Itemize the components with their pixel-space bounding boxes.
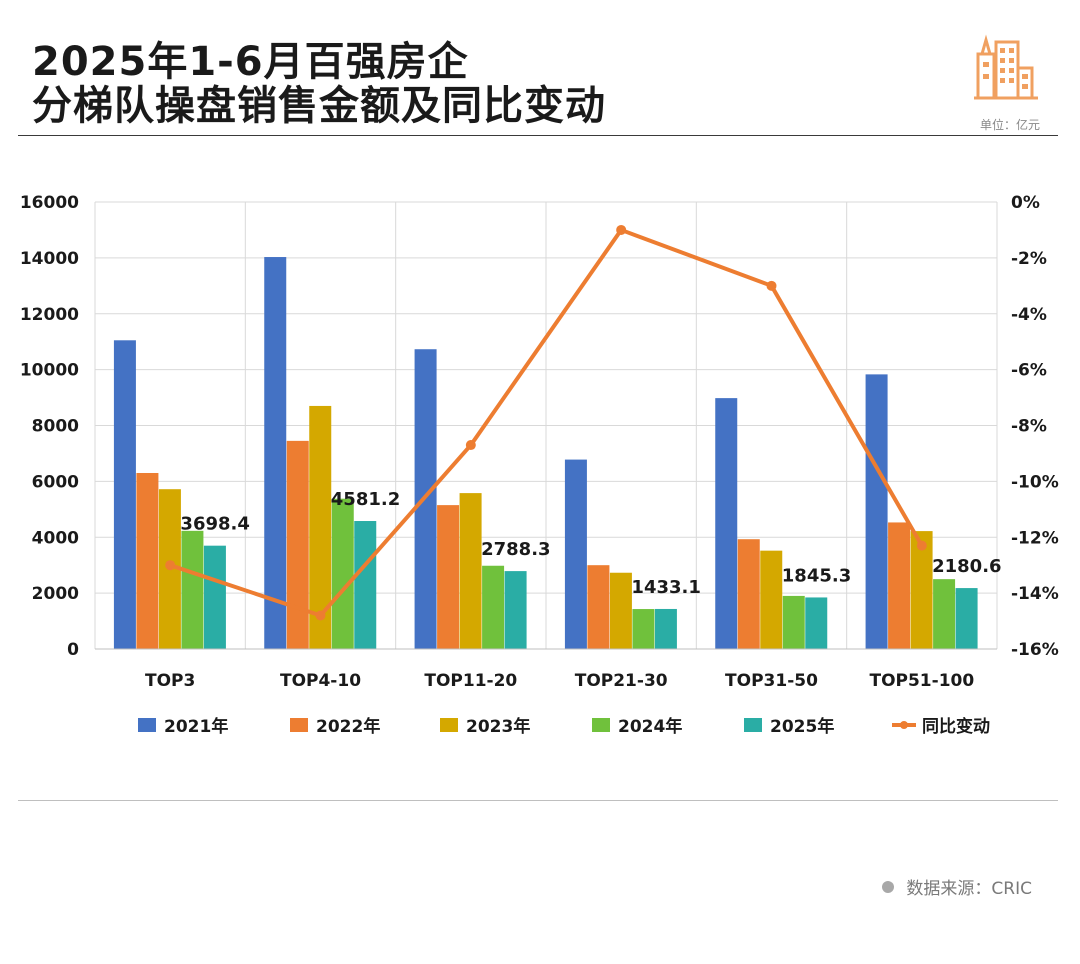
- y-left-tick-label: 6000: [32, 472, 79, 492]
- yoy-point: [916, 540, 927, 551]
- title-block: 2025年1-6月百强房企 分梯队操盘销售金额及同比变动: [32, 40, 606, 128]
- x-tick-label: TOP51-100: [869, 671, 974, 691]
- legend-label: 2022年: [316, 716, 380, 737]
- bar: [264, 257, 287, 649]
- footer-divider: [18, 800, 1058, 801]
- bar: [865, 374, 888, 649]
- yoy-line-path: [169, 227, 924, 618]
- legend-line-marker: [900, 721, 908, 729]
- data-label: 2180.6: [932, 556, 1001, 577]
- legend-swatch: [592, 718, 610, 732]
- y-right-tick-label: 0%: [1011, 193, 1040, 213]
- legend-label: 同比变动: [922, 716, 990, 737]
- bar: [782, 595, 805, 649]
- y-right-tick-label: -16%: [1011, 640, 1059, 660]
- bar: [715, 398, 738, 649]
- bar: [113, 340, 136, 649]
- bar: [933, 579, 956, 649]
- bullet-dot-icon: [882, 880, 895, 893]
- legend-swatch: [290, 718, 308, 732]
- grid-lines: [94, 201, 998, 650]
- y-left-tick-label: 2000: [32, 584, 79, 604]
- x-tick-label: TOP31-50: [725, 671, 818, 691]
- y-left-tick-label: 0: [67, 640, 79, 660]
- y-left-tick-label: 4000: [32, 528, 79, 548]
- bar: [203, 545, 226, 649]
- bar: [888, 522, 911, 649]
- bar: [504, 571, 527, 649]
- x-tick-label: TOP4-10: [280, 671, 361, 691]
- data-label: 2788.3: [481, 539, 550, 560]
- yoy-line: [165, 224, 927, 621]
- x-tick-label: TOP21-30: [575, 671, 668, 691]
- bar: [309, 405, 332, 649]
- bar: [805, 597, 828, 649]
- yoy-point: [616, 224, 627, 235]
- bar: [760, 550, 783, 649]
- legend-label: 2021年: [164, 716, 228, 737]
- bar: [482, 565, 505, 649]
- bar: [286, 440, 309, 649]
- axes: 0 -16% 2000 -14% 4000 -12% 6000 -10% 8000 -8% 1000…: [20, 193, 1059, 691]
- x-tick-label: TOP3: [145, 671, 195, 691]
- y-left-tick-label: 14000: [20, 249, 79, 269]
- source-text: 数据来源：CRIC: [906, 879, 1032, 899]
- y-left-tick-label: 16000: [20, 193, 79, 213]
- bar: [737, 539, 760, 649]
- legend-label: 2025年: [770, 716, 834, 737]
- bar: [437, 505, 460, 649]
- y-right-tick-label: -14%: [1011, 584, 1059, 604]
- y-right-tick-label: -8%: [1011, 417, 1047, 437]
- y-right-tick-label: -6%: [1011, 361, 1047, 381]
- bar: [955, 588, 978, 649]
- chart: 3698.4 4581.2 2788.3 1433.1 1845.3 2180.6 0 -1…: [20, 193, 1059, 737]
- y-right-tick-label: -4%: [1011, 305, 1047, 325]
- legend-label: 2023年: [466, 716, 530, 737]
- bar: [136, 472, 159, 649]
- legend-swatch: [138, 718, 156, 732]
- y-left-tick-label: 8000: [32, 417, 79, 437]
- page-title: 2025年1-6月百强房企: [32, 39, 469, 85]
- legend-label: 2024年: [618, 716, 682, 737]
- yoy-point: [165, 560, 176, 571]
- data-label: 4581.2: [331, 489, 400, 510]
- legend: 2021年 2022年 2023年 2024年 2025年 同比变动: [138, 716, 990, 737]
- bar: [609, 572, 632, 649]
- legend-swatch: [744, 718, 762, 732]
- building-logo-icon: [974, 34, 1038, 100]
- yoy-point: [315, 610, 326, 621]
- bar: [354, 521, 377, 649]
- unit-label: 单位：亿元: [979, 118, 1040, 132]
- data-label: 3698.4: [180, 514, 249, 535]
- bar: [910, 531, 933, 649]
- bar: [632, 609, 655, 649]
- bar: [587, 565, 610, 649]
- y-right-tick-label: -2%: [1011, 249, 1047, 269]
- header-divider: [18, 135, 1058, 136]
- data-label: 1845.3: [782, 565, 851, 586]
- x-tick-label: TOP11-20: [424, 671, 517, 691]
- y-right-tick-label: -12%: [1011, 528, 1059, 548]
- bar: [459, 493, 482, 649]
- legend-swatch: [440, 718, 458, 732]
- bar: [654, 608, 677, 649]
- y-left-tick-label: 10000: [20, 361, 79, 381]
- y-left-tick-label: 12000: [20, 305, 79, 325]
- bar: [331, 498, 354, 649]
- yoy-point: [766, 280, 777, 291]
- bar: [181, 530, 204, 649]
- y-right-tick-label: -10%: [1011, 472, 1059, 492]
- data-label: 1433.1: [631, 577, 700, 598]
- yoy-point: [465, 440, 476, 451]
- bar: [564, 459, 587, 649]
- page-subtitle: 分梯队操盘销售金额及同比变动: [32, 83, 606, 129]
- data-labels: 3698.4 4581.2 2788.3 1433.1 1845.3 2180.6: [180, 489, 1001, 598]
- source-note: 数据来源：CRIC: [882, 874, 1032, 899]
